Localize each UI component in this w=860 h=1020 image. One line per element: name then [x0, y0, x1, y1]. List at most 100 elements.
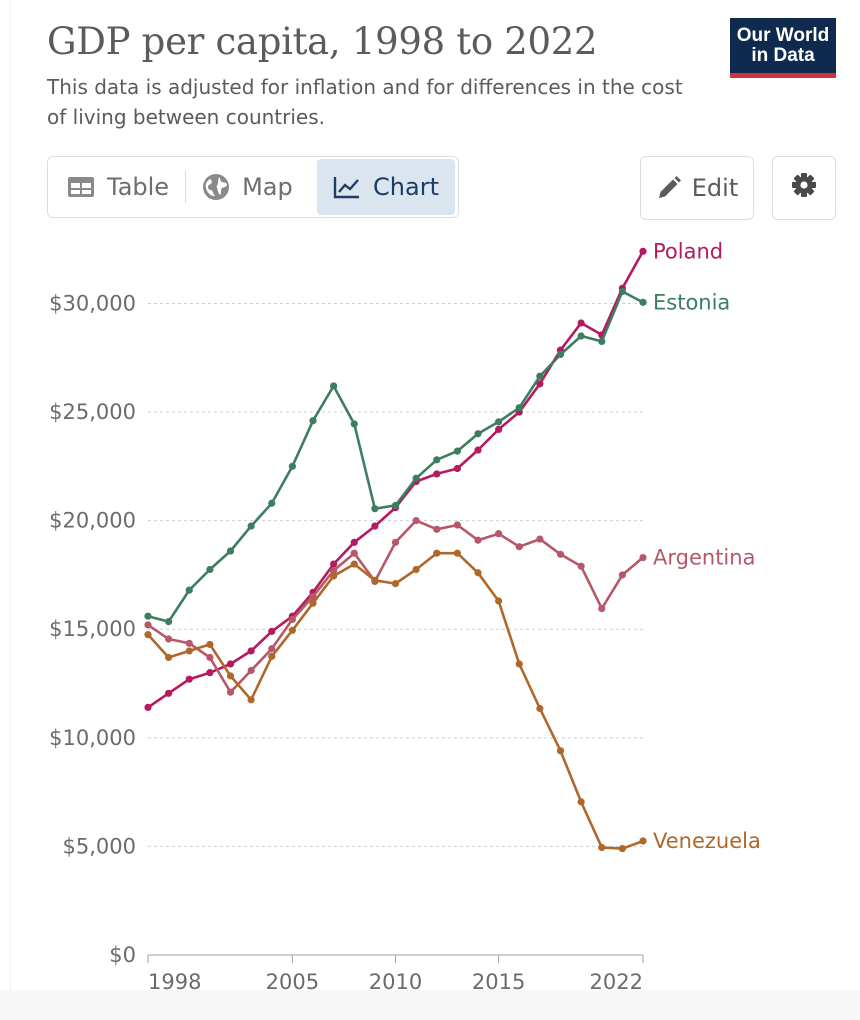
- tab-table[interactable]: Table: [51, 159, 185, 215]
- data-point-venezuela: [618, 844, 626, 853]
- data-point-venezuela: [247, 696, 255, 704]
- data-point-venezuela: [391, 580, 400, 588]
- view-tabs: Table Map Chart: [47, 156, 459, 218]
- x-tick-label: 2015: [472, 970, 525, 994]
- series-label-estonia: Estonia: [653, 290, 730, 314]
- data-point-poland: [144, 703, 152, 712]
- data-point-estonia: [515, 404, 523, 412]
- data-point-argentina: [247, 666, 255, 675]
- data-point-estonia: [350, 420, 358, 428]
- data-point-estonia: [330, 382, 338, 390]
- data-point-argentina: [185, 639, 193, 647]
- tab-table-label: Table: [107, 173, 170, 201]
- settings-button[interactable]: [772, 156, 836, 220]
- tab-chart[interactable]: Chart: [317, 159, 455, 215]
- tab-divider: [185, 171, 187, 203]
- y-tick-label: $25,000: [49, 400, 136, 424]
- data-point-venezuela: [474, 569, 482, 577]
- page-edge-rule: [10, 0, 11, 1020]
- data-point-estonia: [288, 462, 296, 470]
- y-tick-label: $30,000: [49, 291, 136, 315]
- series-line-poland: [147, 250, 645, 709]
- data-point-estonia: [391, 501, 400, 510]
- data-point-estonia: [536, 372, 544, 380]
- data-point-estonia: [165, 618, 173, 626]
- x-tick-label: 1998: [148, 970, 201, 994]
- data-point-argentina: [144, 621, 152, 629]
- data-point-argentina: [598, 604, 606, 613]
- logo-line-2: in Data: [751, 45, 815, 66]
- data-point-venezuela: [453, 549, 461, 557]
- data-point-argentina: [556, 550, 565, 558]
- data-point-argentina: [330, 566, 338, 575]
- tab-chart-label: Chart: [373, 173, 439, 201]
- data-point-venezuela: [288, 626, 296, 634]
- tab-map[interactable]: Map: [186, 159, 309, 215]
- data-point-argentina: [391, 538, 400, 546]
- data-point-poland: [495, 425, 503, 434]
- tab-map-label: Map: [242, 173, 293, 201]
- globe-icon: [202, 173, 230, 201]
- page-subtitle: This data is adjusted for inflation and …: [47, 75, 683, 129]
- data-point-venezuela: [206, 640, 214, 649]
- data-point-argentina: [309, 593, 317, 601]
- data-point-estonia: [268, 499, 276, 507]
- y-tick-label: $20,000: [49, 509, 136, 533]
- data-point-venezuela: [515, 660, 523, 668]
- data-point-estonia: [226, 547, 235, 555]
- data-point-venezuela: [268, 652, 276, 660]
- table-icon: [67, 176, 95, 198]
- data-point-poland: [185, 675, 193, 683]
- data-point-venezuela: [495, 597, 503, 605]
- data-point-argentina: [412, 517, 420, 525]
- data-point-estonia: [618, 287, 626, 296]
- edit-button-label: Edit: [691, 174, 739, 202]
- data-point-poland: [165, 689, 173, 697]
- data-point-venezuela: [144, 631, 152, 639]
- data-point-argentina: [350, 549, 358, 557]
- edit-button[interactable]: Edit: [640, 156, 754, 220]
- data-point-estonia: [433, 456, 441, 464]
- data-point-venezuela: [412, 565, 420, 574]
- data-point-estonia: [495, 418, 503, 426]
- data-point-argentina: [577, 562, 585, 570]
- line-chart-icon: [333, 175, 361, 199]
- data-point-estonia: [247, 522, 255, 530]
- data-point-poland: [371, 522, 379, 530]
- y-tick-label: $0: [109, 943, 136, 967]
- data-point-argentina: [515, 543, 523, 551]
- data-point-venezuela: [350, 560, 358, 568]
- data-point-venezuela: [577, 798, 585, 806]
- data-point-estonia: [639, 298, 647, 306]
- data-point-argentina: [639, 553, 647, 562]
- data-point-venezuela: [309, 599, 317, 607]
- page-title: GDP per capita, 1998 to 2022: [47, 20, 598, 63]
- data-point-estonia: [412, 474, 420, 482]
- data-point-venezuela: [598, 843, 606, 852]
- data-point-poland: [453, 464, 461, 473]
- data-point-argentina: [226, 688, 235, 696]
- owid-logo[interactable]: Our World in Data: [730, 18, 836, 78]
- data-point-poland: [577, 319, 585, 327]
- data-point-venezuela: [185, 647, 193, 655]
- data-point-venezuela: [556, 747, 565, 755]
- data-point-argentina: [288, 615, 296, 624]
- data-point-argentina: [495, 530, 503, 538]
- series-label-poland: Poland: [653, 239, 723, 263]
- y-tick-label: $15,000: [49, 617, 136, 641]
- data-point-estonia: [371, 505, 379, 513]
- x-tick-label: 2010: [369, 970, 422, 994]
- logo-line-1: Our World: [736, 25, 830, 46]
- data-point-estonia: [556, 350, 565, 359]
- data-point-venezuela: [536, 704, 544, 713]
- data-point-venezuela: [330, 572, 338, 580]
- data-point-venezuela: [639, 837, 647, 845]
- data-point-argentina: [206, 653, 214, 662]
- data-point-argentina: [474, 536, 482, 544]
- data-point-poland: [226, 660, 235, 668]
- data-point-estonia: [598, 337, 606, 346]
- data-point-estonia: [309, 417, 317, 425]
- x-tick-label: 2022: [590, 970, 643, 994]
- bottom-band: [0, 990, 860, 1020]
